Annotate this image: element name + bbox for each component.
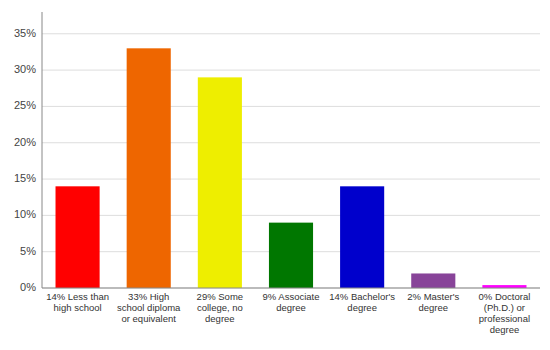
x-axis-line xyxy=(42,288,540,289)
bar xyxy=(127,48,171,288)
y-tick-label: 0% xyxy=(20,281,36,293)
bar xyxy=(198,77,242,288)
grid-line xyxy=(42,70,540,71)
y-tick-label: 5% xyxy=(20,245,36,257)
grid-line xyxy=(42,142,540,143)
x-tick-label: 9% Associatedegree xyxy=(262,291,319,313)
x-tick-label: 33% Highschool diplomaor equivalent xyxy=(117,291,181,324)
grid-line xyxy=(42,288,540,289)
y-tick-label: 15% xyxy=(14,172,36,184)
y-axis-line xyxy=(42,12,43,288)
bar xyxy=(411,273,455,288)
y-tick-label: 30% xyxy=(14,63,36,75)
grid xyxy=(42,34,540,288)
x-axis-labels: 14% Less thanhigh school 33% Highschool d… xyxy=(46,291,530,335)
bar xyxy=(56,186,100,288)
grid-line xyxy=(42,215,540,216)
chart-container: 0% 5% 10% 15% 20% 25% 30% 35% 14% Less thanhigh … xyxy=(0,0,550,350)
grid-line xyxy=(42,33,540,34)
y-tick-label: 35% xyxy=(14,27,36,39)
x-tick-label: 2% Master'sdegree xyxy=(407,291,459,313)
bar xyxy=(269,223,313,288)
x-tick-label: 14% Bachelor'sdegree xyxy=(329,291,395,313)
chart-svg: 0% 5% 10% 15% 20% 25% 30% 35% 14% Less thanhigh … xyxy=(0,0,550,350)
y-axis-ticks: 0% 5% 10% 15% 20% 25% 30% 35% xyxy=(14,27,36,293)
x-tick-label: 29% Somecollege, nodegree xyxy=(197,291,243,324)
y-tick-label: 20% xyxy=(14,136,36,148)
bars xyxy=(56,48,527,288)
x-tick-label: 0% Doctoral(Ph.D.) orprofessionaldegree xyxy=(479,291,531,335)
axes xyxy=(42,12,540,288)
y-tick-label: 25% xyxy=(14,99,36,111)
grid-line xyxy=(42,106,540,107)
bar xyxy=(340,186,384,288)
y-tick-label: 10% xyxy=(14,208,36,220)
x-tick-label: 14% Less thanhigh school xyxy=(46,291,109,313)
grid-line xyxy=(42,179,540,180)
